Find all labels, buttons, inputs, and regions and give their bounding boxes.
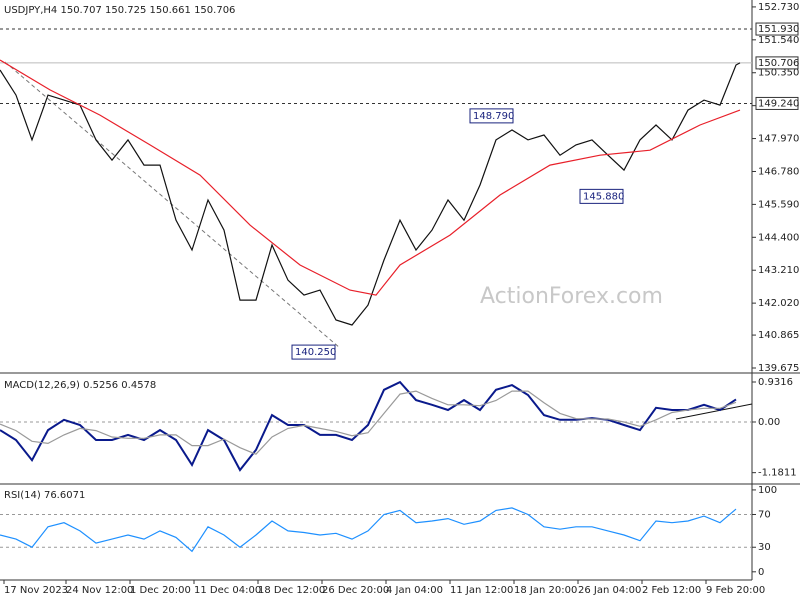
x-tick-label: 18 Dec 12:00 <box>258 585 325 596</box>
current-price-label: 150.706 <box>758 58 799 69</box>
current-price-box <box>755 56 799 70</box>
y-tick-label: 70 <box>758 509 771 520</box>
x-tick-label: 1 Dec 20:00 <box>130 585 191 596</box>
y-tick-label: -1.1811 <box>758 468 797 479</box>
x-tick-label: 2 Feb 12:00 <box>642 585 701 596</box>
panel-title: RSI(14) 76.6071 <box>4 490 85 501</box>
y-tick-label: 142.020 <box>758 298 799 309</box>
x-tick-label: 18 Jan 20:00 <box>514 585 577 596</box>
y-tick-label: 30 <box>758 542 771 553</box>
annotation-label: 148.790 <box>473 111 514 122</box>
series-line <box>0 62 741 326</box>
trend-line <box>4 61 341 349</box>
y-tick-label: 152.730 <box>758 2 799 13</box>
annotation-box <box>291 344 336 360</box>
x-tick-label: 9 Feb 20:00 <box>706 585 765 596</box>
y-tick-label: 0 <box>758 567 764 578</box>
y-tick-label: 139.675 <box>758 363 799 374</box>
level-label: 151.930 <box>758 24 799 35</box>
x-tick-label: 26 Dec 20:00 <box>322 585 389 596</box>
panel-title: MACD(12,26,9) 0.5256 0.4578 <box>4 380 156 391</box>
series-line <box>0 507 737 553</box>
y-tick-label: 144.400 <box>758 232 799 243</box>
panel-title: USDJPY,H4 150.707 150.725 150.661 150.70… <box>4 5 235 16</box>
watermark: ActionForex.com <box>480 284 663 309</box>
level-label: 149.240 <box>758 98 799 109</box>
y-tick-label: 151.540 <box>758 35 799 46</box>
y-tick-label: 147.970 <box>758 134 799 145</box>
y-tick-label: 100 <box>758 485 777 496</box>
level-label-box <box>755 22 799 36</box>
y-tick-label: 143.210 <box>758 265 799 276</box>
annotation-box <box>579 188 624 204</box>
y-tick-label: 150.350 <box>758 68 799 79</box>
x-tick-label: 17 Nov 2023 <box>4 585 68 596</box>
annotation-box <box>469 108 514 124</box>
y-tick-label: 0.9316 <box>758 377 793 388</box>
y-tick-label: 0.00 <box>758 417 780 428</box>
x-tick-label: 4 Jan 04:00 <box>386 585 443 596</box>
x-tick-label: 24 Nov 12:00 <box>66 585 133 596</box>
x-tick-label: 26 Jan 04:00 <box>578 585 641 596</box>
x-tick-label: 11 Jan 12:00 <box>450 585 513 596</box>
y-tick-label: 145.590 <box>758 199 799 210</box>
level-label-box <box>755 96 799 110</box>
series-line <box>0 380 737 472</box>
annotation-label: 140.250 <box>295 347 336 358</box>
y-tick-label: 146.780 <box>758 166 799 177</box>
y-tick-label: 140.865 <box>758 330 799 341</box>
trend-line <box>675 403 753 420</box>
series-line <box>0 59 741 296</box>
series-line <box>0 390 737 455</box>
annotation-label: 145.880 <box>583 191 624 202</box>
x-tick-label: 11 Dec 04:00 <box>194 585 261 596</box>
